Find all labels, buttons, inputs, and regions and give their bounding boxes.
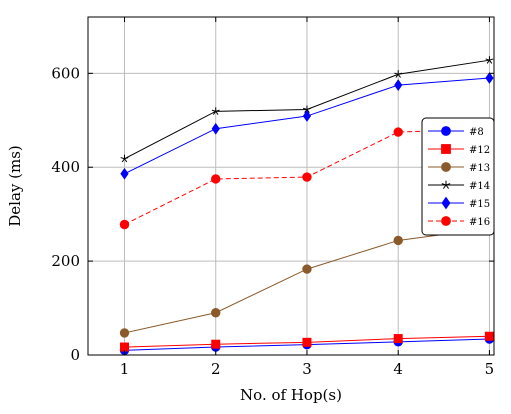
legend-label: #14 — [469, 181, 490, 192]
legend-label: #16 — [469, 217, 490, 228]
data-point — [394, 70, 403, 78]
data-point — [120, 154, 129, 163]
y-tick-label: 400 — [51, 158, 80, 176]
data-point — [484, 331, 494, 341]
legend-marker — [441, 162, 451, 172]
data-point — [393, 235, 403, 246]
x-tick-label: 4 — [393, 360, 403, 378]
series-12 — [119, 331, 494, 352]
tick-layer: 1 2 3 4 5 0 200 400 600 — [51, 17, 494, 378]
x-tick-label: 2 — [211, 360, 221, 378]
data-point — [302, 264, 312, 274]
legend-item: #14 — [428, 180, 490, 192]
legend-item: #15 — [428, 196, 490, 210]
data-point — [393, 127, 403, 137]
data-point — [485, 56, 494, 64]
legend-label: #13 — [469, 163, 490, 174]
data-point — [120, 167, 129, 180]
data-point — [393, 334, 403, 344]
legend-item: #16 — [428, 216, 490, 228]
data-point — [211, 308, 221, 318]
legend-marker — [441, 126, 451, 136]
data-point — [119, 219, 130, 230]
legend-marker — [441, 216, 451, 226]
series-14 — [120, 56, 494, 163]
data-point — [211, 339, 221, 349]
legend-marker — [441, 144, 451, 154]
y-tick-label: 600 — [51, 64, 80, 82]
data-point — [211, 122, 220, 135]
data-point — [119, 342, 129, 352]
legend-box — [421, 117, 495, 236]
legend-label: #15 — [469, 199, 490, 210]
x-tick-label: 3 — [302, 360, 312, 378]
x-tick-label: 5 — [485, 360, 495, 378]
legend-item: #13 — [428, 162, 490, 174]
data-point — [119, 328, 130, 338]
data-point — [485, 72, 494, 84]
y-axis-label: Delay (ms) — [6, 145, 24, 227]
y-tick-label: 0 — [70, 346, 80, 364]
series-15 — [120, 72, 494, 180]
x-tick-label: 1 — [120, 360, 130, 378]
legend: #8 #12 #13 #14 #15 #16 — [421, 117, 495, 236]
legend-marker — [441, 196, 451, 210]
series-13 — [119, 223, 495, 338]
y-tick-label: 200 — [51, 252, 80, 270]
legend-label: #8 — [469, 127, 484, 138]
data-point — [302, 172, 312, 182]
data-point — [302, 337, 312, 347]
data-point — [302, 110, 312, 122]
data-point — [394, 79, 403, 91]
data-point — [211, 107, 220, 115]
x-axis-label: No. of Hop(s) — [240, 386, 342, 404]
series-layer — [119, 56, 495, 356]
legend-item: #12 — [428, 144, 490, 156]
data-point — [211, 174, 221, 184]
legend-item: #8 — [428, 126, 484, 138]
legend-marker — [441, 180, 451, 189]
legend-label: #12 — [469, 145, 490, 156]
data-point — [303, 105, 311, 114]
